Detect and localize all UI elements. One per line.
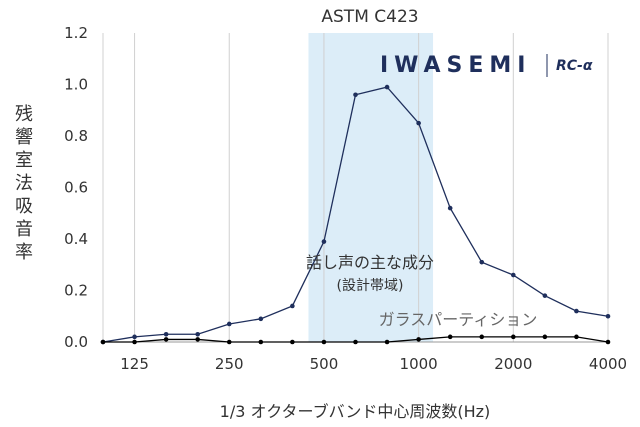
series-1-point xyxy=(416,120,421,126)
y-tick-label: 1.0 xyxy=(64,76,88,94)
series-1-point xyxy=(542,293,548,298)
series-1-point xyxy=(258,316,264,322)
x-tick-label: 1000 xyxy=(400,355,438,373)
series-1-point xyxy=(479,259,485,265)
y-axis-label-char: 音 xyxy=(15,219,33,240)
series-2-point xyxy=(100,339,106,345)
series-2-point xyxy=(258,339,264,345)
logo-model-text: RC-α xyxy=(556,58,593,74)
series-2-point xyxy=(132,339,137,345)
series-1-point xyxy=(353,92,358,98)
band-label: 話し声の主な成分 xyxy=(306,253,434,272)
grid-layer xyxy=(102,33,609,342)
series-2-point xyxy=(321,339,327,345)
y-tick-label: 0.2 xyxy=(64,282,88,300)
logo-brand-text: IWASEMI xyxy=(380,53,531,78)
series-1-point xyxy=(163,331,169,337)
x-tick-label: 500 xyxy=(310,355,339,373)
series-1-point xyxy=(605,313,611,319)
x-tick-label: 125 xyxy=(120,355,149,373)
band-sublabel: (設計帯域) xyxy=(337,278,404,294)
series-2-point xyxy=(226,339,232,345)
x-tick-label: 250 xyxy=(215,355,244,373)
series-2-point xyxy=(384,339,390,345)
series-2-point xyxy=(195,337,200,342)
series-1-point xyxy=(321,239,327,244)
series-1-point xyxy=(447,205,453,211)
y-axis-label-char: 率 xyxy=(15,242,33,263)
series-2-point xyxy=(416,337,421,342)
label-layer: 話し声の主な成分 (設計帯域) ガラスパーティション xyxy=(306,253,537,329)
y-tick-label: 1.2 xyxy=(64,24,88,42)
speech-band-rect xyxy=(308,33,434,342)
y-axis-label-char: 響 xyxy=(15,127,33,148)
x-tick-label: 2000 xyxy=(494,355,532,373)
series-1-point xyxy=(132,334,137,340)
series-2-point xyxy=(542,334,548,340)
series-1-point xyxy=(384,84,390,90)
series-2-point xyxy=(574,334,579,340)
series-2-point xyxy=(290,339,295,345)
axes-layer: 125 250 500 1000 2000 4000 0.0 0.2 0.4 0.6 0.8 1.0 1… xyxy=(64,24,627,373)
series-layer xyxy=(100,84,611,345)
y-tick-label: 0.0 xyxy=(64,333,88,351)
series-2-point xyxy=(353,339,358,345)
y-tick-label: 0.8 xyxy=(64,127,88,145)
series-2-point xyxy=(511,334,516,340)
y-tick-label: 0.4 xyxy=(64,230,88,248)
series-1-point xyxy=(226,321,232,327)
y-axis-label-char: 吸 xyxy=(15,196,33,217)
y-axis-label-char: 法 xyxy=(15,173,33,194)
glass-partition-label: ガラスパーティション xyxy=(379,310,538,329)
series-1-point xyxy=(574,308,579,314)
y-axis-label-char: 残 xyxy=(15,104,33,125)
series-1-point xyxy=(195,331,200,337)
speech-band-layer xyxy=(308,33,434,342)
series-1-point xyxy=(290,303,295,309)
y-tick-label: 0.6 xyxy=(64,179,88,197)
series-2-point xyxy=(605,339,611,345)
x-axis-label: 1/3 オクターブバンド中心周波数(Hz) xyxy=(220,402,491,421)
chart-title: ASTM C423 xyxy=(321,7,418,27)
series-2-point xyxy=(163,337,169,342)
series-2-point xyxy=(447,334,453,340)
y-axis-label-char: 室 xyxy=(15,150,33,171)
series-2-point xyxy=(479,334,485,340)
x-tick-label: 4000 xyxy=(589,355,627,373)
series-1-point xyxy=(511,272,516,278)
iwasemi-logo: IWASEMI RC-α xyxy=(380,53,593,78)
